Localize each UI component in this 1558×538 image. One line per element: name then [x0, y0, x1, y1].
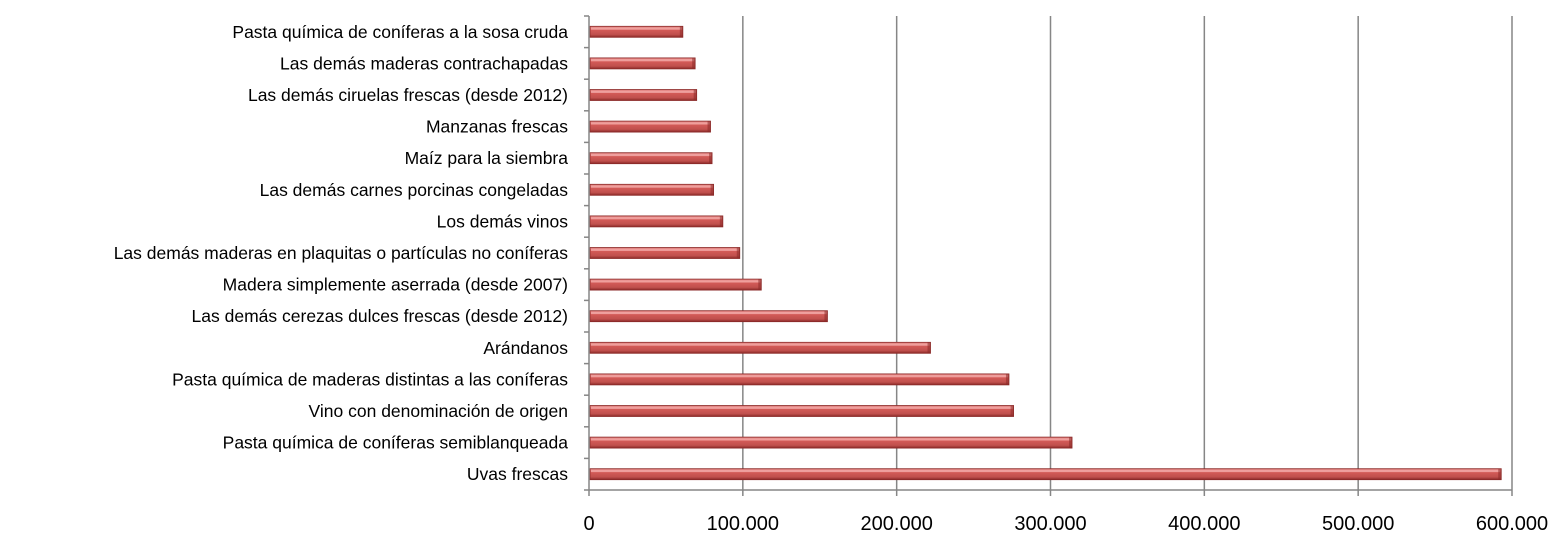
- bar: [589, 247, 741, 259]
- bar-highlight: [591, 406, 1013, 409]
- category-label: Uvas frescas: [467, 464, 568, 484]
- category-label: Pasta química de maderas distintas a las…: [172, 369, 568, 389]
- bar: [589, 373, 1010, 386]
- bar-end-bevel: [679, 26, 683, 38]
- bar-end-bevel: [758, 279, 762, 291]
- bar: [589, 89, 698, 101]
- x-tick-label: 500.000: [1322, 513, 1394, 533]
- bar-highlight: [591, 217, 722, 220]
- x-tick-label: 300.000: [1014, 513, 1086, 533]
- bar-end-bevel: [693, 89, 697, 101]
- category-label: Las demás cerezas dulces frescas (desde …: [192, 306, 568, 326]
- category-label: Manzanas frescas: [426, 117, 568, 137]
- bar-highlight: [591, 311, 827, 315]
- bars: [589, 25, 1502, 481]
- category-label: Las demás maderas en plaquitas o partícu…: [114, 243, 569, 263]
- bar: [589, 468, 1502, 481]
- bar-highlight: [591, 122, 710, 125]
- bar-end-bevel: [707, 121, 711, 133]
- bar: [589, 436, 1073, 449]
- bar-end-bevel: [1069, 437, 1073, 449]
- bar-highlight: [591, 248, 739, 251]
- bar: [589, 278, 762, 291]
- bar-highlight: [591, 185, 713, 188]
- bar: [589, 341, 931, 354]
- category-label: Vino con denominación de origen: [309, 401, 568, 421]
- bar-end-bevel: [710, 184, 714, 196]
- bar-end-bevel: [736, 247, 740, 259]
- bar-highlight: [591, 438, 1072, 441]
- bar-highlight: [591, 153, 712, 157]
- bar-highlight: [591, 90, 696, 93]
- bar-end-bevel: [1010, 405, 1014, 417]
- bar: [589, 120, 711, 133]
- x-tick-label: 400.000: [1168, 513, 1240, 533]
- bar: [589, 310, 828, 323]
- bar-highlight: [591, 375, 1008, 378]
- category-label: Las demás carnes porcinas congeladas: [260, 180, 569, 200]
- bar-end-bevel: [692, 57, 696, 69]
- x-tick-label: 200.000: [861, 513, 933, 533]
- bar-end-bevel: [709, 152, 713, 164]
- bar: [589, 183, 715, 196]
- bar: [589, 152, 713, 165]
- bar: [589, 57, 696, 70]
- axes: [584, 15, 1513, 496]
- bar-end-bevel: [1498, 468, 1502, 480]
- x-tick-label: 100.000: [707, 513, 779, 533]
- bar-highlight: [591, 59, 695, 62]
- category-labels: Pasta química de coníferas a la sosa cru…: [114, 22, 569, 484]
- category-label: Las demás ciruelas frescas (desde 2012): [248, 85, 568, 105]
- bar-end-bevel: [927, 342, 931, 354]
- category-label: Maíz para la siembra: [405, 148, 569, 168]
- x-tick-label: 600.000: [1476, 513, 1548, 533]
- category-label: Madera simplemente aserrada (desde 2007): [223, 275, 568, 295]
- gridlines: [742, 16, 1513, 490]
- bar: [589, 215, 724, 228]
- category-label: Las demás maderas contrachapadas: [280, 53, 568, 73]
- x-tick-label: 0: [583, 513, 594, 533]
- bar-highlight: [591, 280, 761, 283]
- bar: [589, 25, 684, 38]
- category-label: Pasta química de coníferas a la sosa cru…: [232, 22, 568, 42]
- bar-highlight: [591, 27, 682, 30]
- bar: [589, 405, 1014, 417]
- category-label: Los demás vinos: [437, 211, 569, 231]
- bar-highlight: [591, 343, 930, 346]
- bar-highlight: [591, 469, 1501, 473]
- category-label: Arándanos: [483, 338, 568, 358]
- bar-end-bevel: [824, 310, 828, 322]
- x-tick-labels: 0 100.000 200.000 300.000 400.000 500.000 600.…: [583, 513, 1548, 535]
- category-label: Pasta química de coníferas semiblanquead…: [223, 433, 569, 453]
- bar-end-bevel: [1005, 373, 1009, 385]
- bar-end-bevel: [719, 215, 723, 227]
